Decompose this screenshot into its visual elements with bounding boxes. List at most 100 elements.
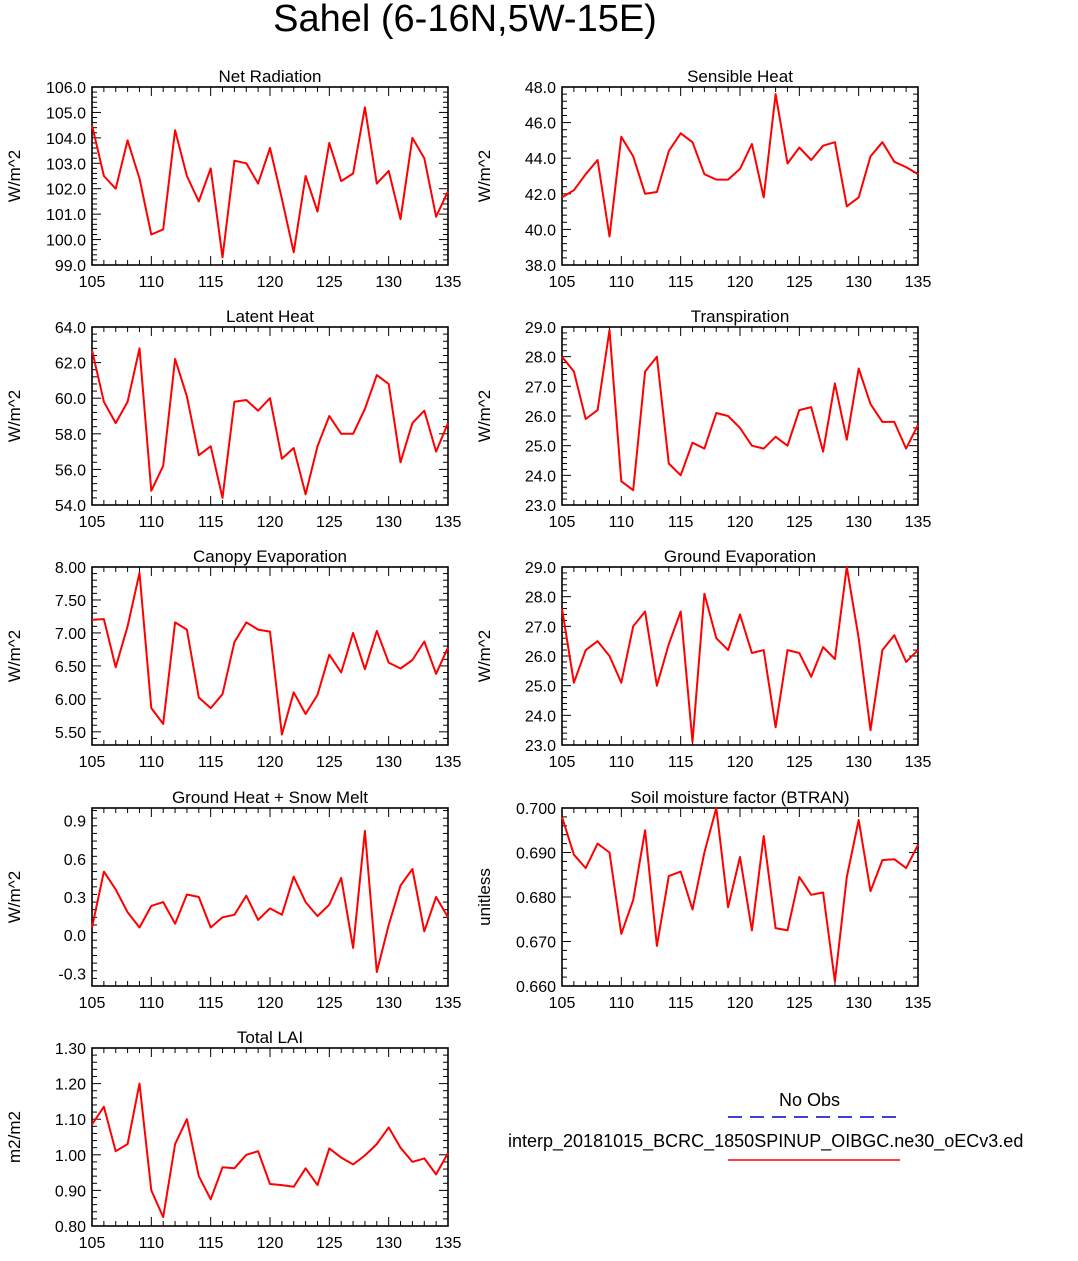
x-tick-label: 130	[375, 274, 402, 291]
y-tick-label: 23.0	[525, 498, 556, 515]
series-line	[91, 571, 449, 736]
series-line	[91, 1082, 449, 1219]
y-tick-label: 106.0	[46, 80, 86, 97]
y-tick-label: 27.0	[525, 379, 556, 396]
x-tick-label: 135	[435, 274, 462, 291]
x-tick-label: 110	[609, 274, 635, 291]
x-tick-label: 110	[139, 1235, 165, 1252]
y-tick-label: 40.0	[525, 222, 556, 239]
y-tick-label: 58.0	[55, 427, 86, 444]
chart-panel: 105 110 115 120 125 130 135 -0.3 0.0 0.3 0.6 0.9 Gro…	[5, 788, 461, 1012]
x-tick-label: 115	[668, 274, 694, 291]
y-tick-label: 1.30	[55, 1041, 86, 1058]
x-tick-label: 135	[435, 514, 462, 531]
x-tick-label: 110	[139, 754, 165, 771]
y-tick-label: 28.0	[525, 350, 556, 367]
chart-panel: 105 110 115 120 125 130 135 38.0 40.0 42.0 44.0 46.…	[475, 67, 931, 291]
y-tick-label: -0.3	[58, 966, 86, 983]
series-line	[561, 93, 919, 238]
x-tick-label: 110	[609, 754, 635, 771]
x-tick-label: 110	[139, 514, 165, 531]
y-tick-label: 102.0	[46, 182, 86, 199]
y-tick-label: 0.6	[64, 852, 86, 869]
x-tick-label: 130	[375, 514, 402, 531]
panel-title: Latent Heat	[226, 307, 314, 326]
y-axis-label: W/m^2	[5, 871, 24, 923]
y-tick-label: 24.0	[525, 708, 556, 725]
y-tick-label: 0.80	[55, 1219, 86, 1236]
x-tick-label: 115	[668, 754, 694, 771]
panel-title: Ground Evaporation	[664, 547, 816, 566]
x-tick-label: 105	[549, 995, 576, 1012]
y-tick-label: 0.670	[516, 935, 556, 952]
chart-panel: 105 110 115 120 125 130 135 54.0 56.0 58.0 60.0 62.…	[5, 307, 461, 531]
y-tick-label: 28.0	[525, 590, 556, 607]
chart-panel: 105 110 115 120 125 130 135 5.50 6.00 6.50 7.00 7.5…	[5, 547, 461, 771]
x-tick-label: 135	[435, 995, 462, 1012]
y-tick-label: 101.0	[46, 207, 86, 224]
y-axis-label: W/m^2	[475, 150, 494, 202]
y-tick-label: 62.0	[55, 356, 86, 373]
y-tick-label: 54.0	[55, 498, 86, 515]
y-tick-label: 0.3	[64, 890, 86, 907]
y-axis-label: W/m^2	[475, 390, 494, 442]
x-tick-label: 110	[609, 514, 635, 531]
x-tick-label: 125	[786, 995, 813, 1012]
x-tick-label: 120	[727, 754, 754, 771]
x-tick-label: 125	[786, 514, 813, 531]
x-tick-label: 115	[668, 514, 694, 531]
y-tick-label: 44.0	[525, 151, 556, 168]
y-tick-label: 25.0	[525, 439, 556, 456]
y-tick-label: 24.0	[525, 468, 556, 485]
x-tick-label: 135	[905, 754, 932, 771]
y-tick-label: 103.0	[46, 156, 86, 173]
series-line	[561, 566, 919, 743]
x-tick-label: 105	[549, 274, 576, 291]
chart-panel: 105 110 115 120 125 130 135 23.0 24.0 25.0 26.0 27.…	[475, 307, 931, 531]
x-tick-label: 105	[79, 514, 106, 531]
y-tick-label: 26.0	[525, 649, 556, 666]
x-tick-label: 115	[198, 995, 224, 1012]
y-tick-label: 6.50	[55, 659, 86, 676]
y-axis-label: W/m^2	[5, 150, 24, 202]
x-tick-label: 115	[198, 1235, 224, 1252]
series-line	[91, 829, 449, 973]
panel-title: Total LAI	[237, 1028, 303, 1047]
x-tick-label: 120	[727, 274, 754, 291]
y-tick-label: 29.0	[525, 560, 556, 577]
y-tick-label: 7.50	[55, 593, 86, 610]
y-tick-label: 25.0	[525, 679, 556, 696]
x-tick-label: 115	[668, 995, 694, 1012]
x-tick-label: 130	[845, 274, 872, 291]
x-tick-label: 125	[316, 1235, 343, 1252]
x-tick-label: 115	[198, 274, 224, 291]
y-tick-label: 0.90	[55, 1183, 86, 1200]
chart-panel: 105 110 115 120 125 130 135 23.0 24.0 25.0 26.0 27.…	[475, 547, 931, 771]
legend-model-label: interp_20181015_BCRC_1850SPINUP_OIBGC.ne…	[508, 1131, 1024, 1151]
chart-panel: 105 110 115 120 125 130 135 99.0 100.0 101.0 102.0…	[5, 67, 461, 291]
legend-obs-line	[728, 1116, 900, 1118]
x-tick-label: 125	[316, 754, 343, 771]
plot-frame	[91, 86, 449, 266]
y-tick-label: 104.0	[46, 131, 86, 148]
y-tick-label: 48.0	[525, 80, 556, 97]
x-tick-label: 105	[549, 514, 576, 531]
y-tick-label: 0.0	[64, 928, 86, 945]
y-tick-label: 99.0	[55, 258, 86, 275]
x-tick-label: 125	[316, 514, 343, 531]
y-tick-label: 29.0	[525, 320, 556, 337]
plot-frame	[561, 566, 919, 746]
x-tick-label: 105	[79, 1235, 106, 1252]
x-tick-label: 105	[79, 754, 106, 771]
y-axis-label: unitless	[475, 868, 494, 926]
y-tick-label: 0.660	[516, 979, 556, 996]
y-tick-label: 60.0	[55, 391, 86, 408]
panel-title: Canopy Evaporation	[193, 547, 347, 566]
y-tick-label: 26.0	[525, 409, 556, 426]
y-tick-label: 8.00	[55, 560, 86, 577]
y-tick-label: 42.0	[525, 187, 556, 204]
y-tick-label: 64.0	[55, 320, 86, 337]
y-tick-label: 0.680	[516, 890, 556, 907]
x-tick-label: 120	[257, 274, 284, 291]
